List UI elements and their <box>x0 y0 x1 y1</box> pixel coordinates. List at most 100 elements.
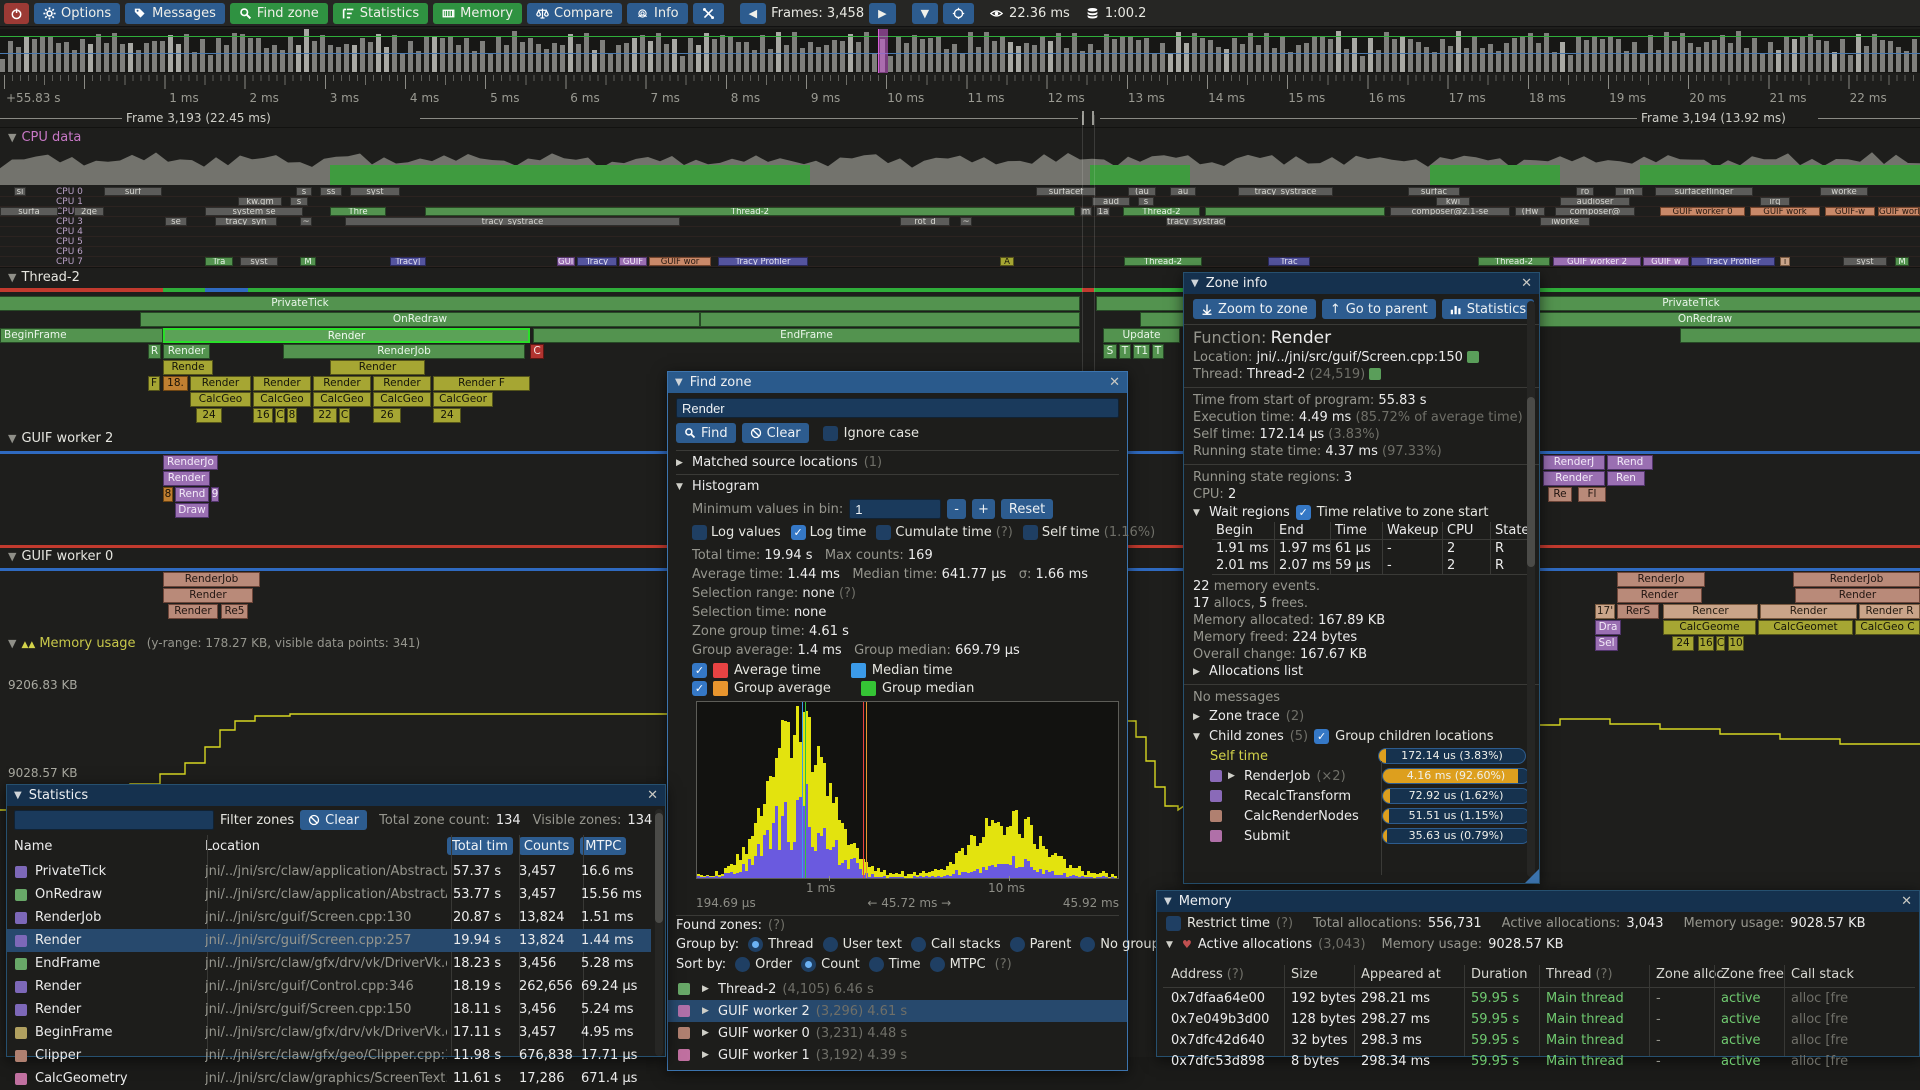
statistics-scrollbar[interactable] <box>655 809 663 1056</box>
collapse-icon[interactable]: ▼ <box>675 377 683 388</box>
close-icon[interactable]: ✕ <box>1901 894 1912 909</box>
active-allocations-section[interactable]: ▼ ♥ Active allocations (3,043) Memory us… <box>1157 935 1919 954</box>
histogram-section-header[interactable]: ▼Histogram <box>676 479 1119 494</box>
col-mtpc-button[interactable]: MTPC <box>580 837 626 855</box>
statistics-row[interactable]: Renderjni/../jni/src/guif/Screen.cpp:150… <box>7 998 651 1021</box>
restrict-time-checkbox[interactable] <box>1166 916 1181 931</box>
statistics-titlebar[interactable]: ▼ Statistics ✕ <box>7 785 665 806</box>
memory-window[interactable]: ▼ Memory ✕ Restrict time (?) Total alloc… <box>1156 890 1920 1057</box>
ignore-case-checkbox[interactable] <box>823 426 838 441</box>
expand-arrow-icon[interactable]: ▶ <box>702 1050 712 1060</box>
sort-by-radio-count[interactable] <box>801 957 816 972</box>
mem-col-zone-free[interactable]: Zone free <box>1721 967 1784 982</box>
find-zone-button[interactable]: Find zone <box>230 3 328 24</box>
memory-button[interactable]: Memory <box>433 3 522 24</box>
col-counts-button[interactable]: Counts <box>519 837 574 855</box>
zone-info-titlebar[interactable]: ▼ Zone info ✕ <box>1184 273 1539 294</box>
statistics-row[interactable]: Clipperjni/../jni/src/claw/gfx/geo/Clipp… <box>7 1044 651 1067</box>
next-frame-button[interactable]: ▶ <box>869 3 895 24</box>
child-zone-row[interactable]: CalcRenderNodes51.51 us (1.15%) <box>1184 806 1539 826</box>
expand-arrow-icon[interactable]: ▶ <box>1228 771 1238 781</box>
prev-frame-button[interactable]: ◀ <box>740 3 766 24</box>
collapse-icon[interactable]: ▼ <box>1164 896 1172 907</box>
found-zone-row[interactable]: ▶GUIF worker 2(3,296) 4.61 s <box>668 1000 1127 1022</box>
zone-info-window[interactable]: ▼ Zone info ✕ Zoom to zone ↑ Go to paren… <box>1183 272 1540 884</box>
mem-col-call-stack[interactable]: Call stack <box>1791 967 1854 982</box>
close-icon[interactable]: ✕ <box>647 788 658 803</box>
zone-info-scroll-thumb[interactable] <box>1527 397 1535 567</box>
sort-by-radio-order[interactable] <box>735 957 750 972</box>
thread-color-swatch[interactable] <box>1369 368 1381 380</box>
wait-regions-header[interactable]: ▼Wait regions ✓ Time relative to zone st… <box>1184 503 1539 522</box>
compare-button[interactable]: Compare <box>527 3 622 24</box>
group-by-radio-no-groupi[interactable] <box>1080 937 1095 952</box>
col-location[interactable]: Location <box>205 839 441 854</box>
mem-col-appeared-at[interactable]: Appeared at <box>1361 967 1441 982</box>
find-zone-search-input[interactable] <box>676 398 1119 418</box>
log-time-checkbox[interactable]: ✓ <box>791 525 806 540</box>
sort-by-radio-time[interactable] <box>869 957 884 972</box>
legend-checkbox[interactable]: ✓ <box>692 663 707 678</box>
find-zone-window[interactable]: ▼ Find zone ✕ Find Clear Ignore case ▶Ma… <box>667 371 1128 1071</box>
found-zone-row[interactable]: ▶Thread-2(4,105) 6.46 s <box>668 978 1127 1000</box>
self-time-checkbox[interactable] <box>1023 525 1038 540</box>
relative-time-checkbox[interactable]: ✓ <box>1296 505 1311 520</box>
group-children-checkbox[interactable]: ✓ <box>1314 729 1329 744</box>
bin-reset-button[interactable]: Reset <box>1001 499 1053 519</box>
statistics-row[interactable]: CalcGeometryjni/../jni/src/claw/graphics… <box>7 1067 651 1090</box>
tools-button[interactable] <box>693 3 724 24</box>
expand-arrow-icon[interactable]: ▶ <box>702 1028 712 1038</box>
messages-button[interactable]: Messages <box>125 3 225 24</box>
legend-checkbox[interactable]: ✓ <box>692 681 707 696</box>
memory-row[interactable]: 0x7dfaa64e00192 bytes298.21 ms59.95 sMai… <box>1157 991 1920 1012</box>
mem-col-duration[interactable]: Duration <box>1471 967 1527 982</box>
bin-minus-button[interactable]: - <box>947 499 966 519</box>
col-total-time-button[interactable]: Total tim <box>447 837 513 855</box>
close-icon[interactable]: ✕ <box>1521 276 1532 291</box>
child-zones-header[interactable]: ▼Child zones (5) ✓ Group children locati… <box>1184 727 1539 746</box>
min-bin-input[interactable] <box>849 499 941 519</box>
statistics-scroll-thumb[interactable] <box>655 813 663 923</box>
allocations-list[interactable]: ▶Allocations list <box>1184 663 1539 680</box>
group-by-radio-call-stacks[interactable] <box>911 937 926 952</box>
child-zone-row[interactable]: Submit35.63 us (0.79%) <box>1184 826 1539 846</box>
collapse-icon[interactable]: ▼ <box>1191 278 1199 289</box>
found-zone-row[interactable]: ▶GUIF worker 0(3,231) 4.48 s <box>668 1022 1127 1044</box>
statistics-row[interactable]: Renderjni/../jni/src/guif/Control.cpp:34… <box>7 975 651 998</box>
zone-trace[interactable]: ▶Zone trace(2) <box>1184 706 1539 727</box>
statistics-row[interactable]: EndFramejni/../jni/src/claw/gfx/drv/vk/D… <box>7 952 651 975</box>
statistics-row[interactable]: BeginFramejni/../jni/src/claw/gfx/drv/vk… <box>7 1021 651 1044</box>
close-icon[interactable]: ✕ <box>1109 375 1120 390</box>
filter-zones-input[interactable] <box>14 810 214 830</box>
zoom-to-zone-button[interactable]: Zoom to zone <box>1193 299 1316 319</box>
info-button[interactable]: Info <box>627 3 688 24</box>
frame-select-button[interactable]: ▼ <box>912 3 938 24</box>
filter-clear-button[interactable]: Clear <box>300 810 367 830</box>
collapse-icon[interactable]: ▼ <box>14 790 22 801</box>
find-button[interactable]: Find <box>676 423 736 443</box>
cumulate-time-checkbox[interactable] <box>876 525 891 540</box>
power-button[interactable] <box>4 3 29 24</box>
bin-plus-button[interactable]: + <box>972 499 995 519</box>
group-by-radio-thread[interactable] <box>748 937 763 952</box>
expand-arrow-icon[interactable]: ▶ <box>702 984 712 994</box>
mem-col-address[interactable]: Address(?) <box>1171 967 1244 982</box>
sort-by-radio-mtpc[interactable] <box>930 957 945 972</box>
statistics-row[interactable]: PrivateTickjni/../jni/src/claw/applicati… <box>7 860 651 883</box>
statistics-button-zi[interactable]: Statistics <box>1442 299 1534 319</box>
statistics-row[interactable]: OnRedrawjni/../jni/src/claw/application/… <box>7 883 651 906</box>
statistics-row[interactable]: Renderjni/../jni/src/guif/Screen.cpp:257… <box>7 929 651 952</box>
resize-grip[interactable] <box>1525 869 1539 883</box>
clear-button[interactable]: Clear <box>742 423 809 443</box>
child-zone-row[interactable]: ▶RenderJob(×2)4.16 ms (92.60%) <box>1184 766 1539 786</box>
statistics-window[interactable]: ▼ Statistics ✕ Filter zones Clear Total … <box>6 784 666 1057</box>
options-button[interactable]: Options <box>34 3 120 24</box>
statistics-row[interactable]: RenderJobjni/../jni/src/guif/Screen.cpp:… <box>7 906 651 929</box>
memory-row[interactable]: 0x7e049b3d00128 bytes298.27 ms59.95 sMai… <box>1157 1012 1920 1033</box>
memory-row[interactable]: 0x7dfc53d8988 bytes298.34 ms59.95 sMain … <box>1157 1054 1920 1075</box>
zone-info-scrollbar[interactable] <box>1527 301 1535 877</box>
find-zone-titlebar[interactable]: ▼ Find zone ✕ <box>668 372 1127 393</box>
child-zone-row[interactable]: RecalcTransform72.92 us (1.62%) <box>1184 786 1539 806</box>
col-name[interactable]: Name <box>14 839 199 854</box>
matched-source-locations[interactable]: ▶Matched source locations (1) <box>676 455 1119 470</box>
